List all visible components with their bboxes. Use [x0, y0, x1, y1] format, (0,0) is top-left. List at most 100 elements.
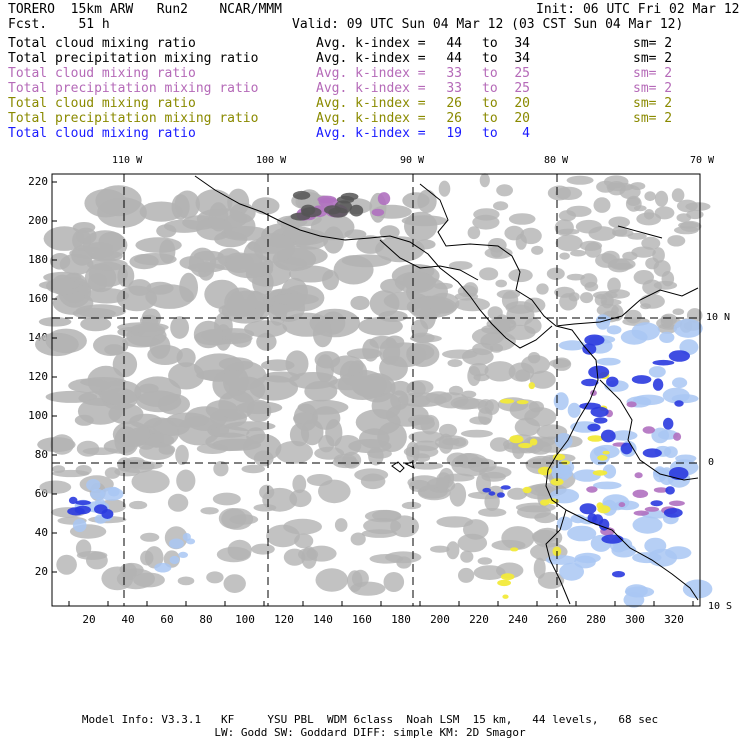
cloud-area: [401, 501, 422, 510]
yellow-area: [502, 594, 509, 599]
cloud-area: [218, 357, 254, 371]
light-precip-area: [567, 402, 581, 418]
purple-area: [634, 472, 643, 479]
cloud-area: [222, 365, 249, 397]
legend-sm: sm= 2: [633, 96, 673, 111]
cloud-area: [253, 233, 295, 263]
cloud-area: [224, 287, 258, 318]
light-precip-area: [614, 500, 640, 511]
cloud-area: [350, 295, 370, 311]
light-precip-area: [675, 454, 697, 463]
cloud-area: [438, 180, 451, 197]
cloud-area: [262, 371, 300, 383]
cloud-area: [361, 529, 397, 538]
cloud-area: [442, 349, 478, 359]
cloud-area: [355, 409, 401, 436]
cloud-area: [253, 503, 277, 512]
x-tick-label: 100: [235, 613, 255, 626]
y-tick-label: 180: [28, 253, 48, 266]
cloud-area: [644, 191, 656, 202]
light-precip-area: [154, 562, 172, 573]
light-precip-area: [651, 427, 669, 444]
light-precip-area: [662, 387, 690, 404]
legend-label: Total cloud mixing ratio: [8, 36, 196, 51]
light-precip-area: [609, 430, 638, 441]
yellow-area: [516, 400, 529, 405]
heavy-precip-area: [631, 375, 652, 384]
purple-area: [673, 432, 682, 441]
cloud-area: [72, 307, 116, 319]
cloud-area: [86, 258, 128, 271]
cloud-area: [372, 509, 402, 522]
cloud-area: [473, 373, 490, 382]
cloud-area: [272, 293, 319, 305]
cloud-area: [177, 576, 195, 586]
lon-label-90w: 90 W: [400, 155, 425, 166]
lon-label-70w: 70 W: [690, 155, 715, 166]
cloud-area: [369, 554, 404, 564]
mexico-coastline: [194, 175, 553, 349]
heavy-precip-area: [652, 359, 675, 366]
heavy-precip-area: [67, 507, 85, 516]
heavy-precip-area: [612, 571, 625, 578]
cloud-area: [495, 279, 508, 288]
cloud-area: [354, 468, 389, 482]
cloud-area: [56, 554, 77, 575]
cloud-area: [593, 197, 611, 213]
cloud-area: [379, 339, 401, 365]
cloud-area: [144, 546, 164, 569]
light-precip-area: [182, 533, 191, 541]
purple-area: [371, 208, 385, 217]
cloud-area: [477, 557, 493, 565]
valid-time: Valid: 09 UTC Sun 04 Mar 12 (03 CST Sun …: [292, 17, 684, 32]
cloud-area: [304, 380, 338, 402]
legend-to-word: to: [482, 36, 498, 51]
light-precip-area: [625, 584, 648, 598]
cloud-area: [496, 184, 513, 197]
physics-info: LW: Godd SW: Goddard DIFF: simple KM: 2D…: [214, 726, 526, 739]
cloud-area: [196, 443, 229, 455]
cloud-area: [503, 324, 536, 341]
cloud-area: [608, 216, 630, 229]
cloud-area: [443, 473, 475, 482]
peru-border: [565, 509, 699, 601]
cloud-area: [467, 366, 481, 386]
legend-avg: Avg. k-index =: [316, 96, 426, 111]
heavy-precip-area: [482, 487, 492, 493]
cloud-area: [241, 464, 266, 474]
dark-cloud-core: [301, 207, 322, 218]
light-precip-area: [558, 340, 586, 351]
heavy-precip-area: [579, 503, 597, 515]
legend-sm: sm= 2: [633, 51, 673, 66]
legend-avg: Avg. k-index =: [316, 81, 426, 96]
y-tick-label: 40: [34, 526, 48, 539]
cloud-area: [470, 456, 484, 468]
cloud-area: [430, 545, 450, 553]
cloud-area: [479, 173, 490, 188]
cloud-area: [275, 440, 314, 464]
cloud-area: [362, 338, 380, 362]
yellow-area: [592, 470, 608, 476]
light-precip-area: [168, 538, 184, 549]
cloud-area: [529, 370, 556, 389]
cloud-area: [117, 322, 169, 333]
cloud-area: [515, 369, 531, 382]
yellow-area: [499, 398, 515, 404]
yellow-area: [550, 478, 564, 486]
cloud-area: [446, 541, 460, 560]
heavy-precip-area: [652, 378, 664, 391]
heavy-precip-area: [581, 378, 599, 387]
yellow-area: [510, 547, 519, 552]
cloud-area: [315, 568, 349, 592]
x-tick-label: 160: [352, 613, 372, 626]
yellow-area: [587, 435, 604, 442]
heavy-precip-area: [584, 334, 605, 346]
light-precip-area: [611, 543, 637, 558]
cloud-area: [329, 355, 364, 377]
light-precip-area: [633, 394, 665, 406]
model-info: Model Info: V3.3.1 KF YSU PBL WDM 6class…: [81, 713, 659, 726]
legend-label: Total cloud mixing ratio: [8, 66, 196, 81]
cloud-area: [460, 550, 474, 563]
light-precip-area: [596, 357, 621, 366]
cloud-area: [653, 280, 678, 290]
